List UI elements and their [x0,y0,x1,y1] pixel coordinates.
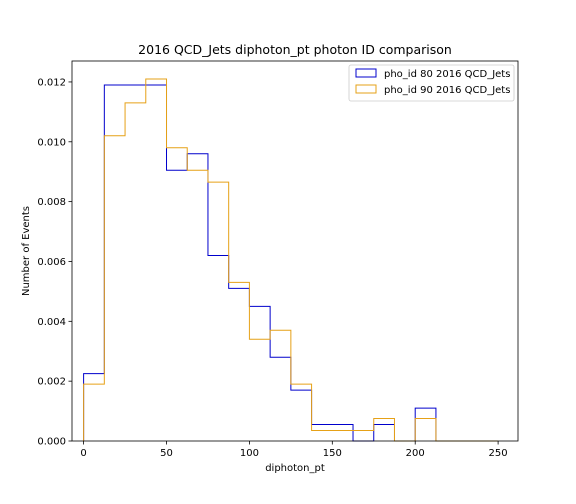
legend-label-series-0: pho_id 80 2016 QCD_Jets [384,69,510,80]
legend: pho_id 80 2016 QCD_Jets pho_id 90 2016 Q… [348,64,515,102]
y-axis-label: Number of Events [21,206,32,296]
chart-title: 2016 QCD_Jets diphoton_pt photon ID comp… [138,42,452,57]
x-axis-label: diphoton_pt [265,463,325,474]
y-tick-label-1: 0.002 [37,377,66,388]
y-tick-label-2: 0.004 [37,317,66,328]
x-tick-label-1: 50 [160,448,173,459]
x-tick-label-2: 100 [240,448,259,459]
y-tick-label-0: 0.000 [37,437,66,448]
y-tick-label-6: 0.012 [37,77,66,88]
x-tick-label-3: 150 [323,448,342,459]
legend-label-series-1: pho_id 90 2016 QCD_Jets [384,85,510,96]
legend-swatch-series-1 [355,84,377,94]
x-tick-label-4: 200 [406,448,425,459]
plot-area-frame [71,60,519,442]
x-tick-label-5: 250 [489,448,508,459]
legend-swatch-series-0 [355,68,377,78]
y-tick-label-3: 0.006 [37,257,66,268]
legend-box [348,64,515,102]
x-tick-label-0: 0 [80,448,86,459]
y-tick-label-5: 0.010 [37,137,66,148]
x-axis-ticks: 0 50 100 150 200 250 [80,441,508,459]
y-axis-ticks: 0.000 0.002 0.004 0.006 0.008 0.010 0.012 [37,77,72,448]
y-tick-label-4: 0.008 [37,197,66,208]
